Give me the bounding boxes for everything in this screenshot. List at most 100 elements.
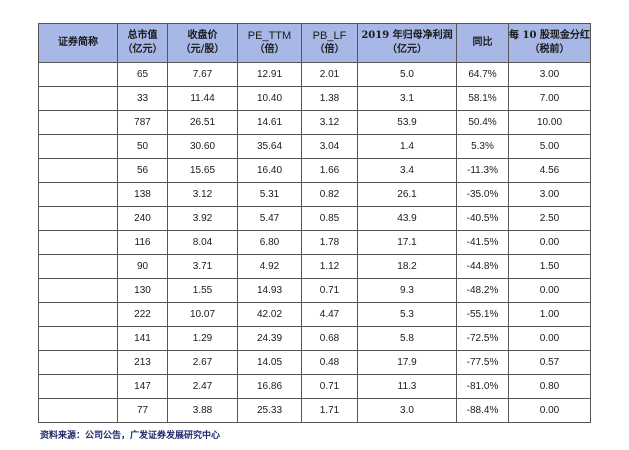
table-row: 50 30.60 35.64 3.04 1.4 5.3% 5.00 <box>38 134 591 159</box>
table-cell: 33 <box>117 86 168 111</box>
table-cell: 64.7% <box>456 62 509 87</box>
column-header-label: 同比 <box>472 37 493 48</box>
table-cell: 16.86 <box>237 374 302 399</box>
table-cell: 2.01 <box>301 62 358 87</box>
table-cell: 17.9 <box>357 350 457 375</box>
table-cell: 1.50 <box>508 254 591 279</box>
table-cell: 18.2 <box>357 254 457 279</box>
table-cell: 1.78 <box>301 230 358 255</box>
table-row: 65 7.67 12.91 2.01 5.0 64.7% 3.00 <box>38 62 591 87</box>
table-cell: 5.8 <box>357 326 457 351</box>
column-header-label: 总市值 <box>127 30 158 41</box>
table-cell: 5.3% <box>456 134 509 159</box>
table-cell: 787 <box>117 110 168 135</box>
column-header-1: 总市值 （亿元） <box>117 23 168 63</box>
table-cell: 3.0 <box>357 398 457 423</box>
table-cell: 11.3 <box>357 374 457 399</box>
table-cell: 14.61 <box>237 110 302 135</box>
table-row: 141 1.29 24.39 0.68 5.8 -72.5% 0.00 <box>38 326 591 351</box>
table-cell: 147 <box>117 374 168 399</box>
table-cell: 0.00 <box>508 278 591 303</box>
table-cell: 77 <box>117 398 168 423</box>
table-cell: 1.38 <box>301 86 358 111</box>
column-header-4: PB_LF （倍） <box>301 23 358 63</box>
column-header-2: 收盘价 （元/股） <box>167 23 238 63</box>
table-cell: 10.00 <box>508 110 591 135</box>
table-cell: 130 <box>117 278 168 303</box>
column-header-unit: （亿元） <box>387 44 427 55</box>
table-cell <box>38 158 118 183</box>
table-cell: -72.5% <box>456 326 509 351</box>
table-cell: 50 <box>117 134 168 159</box>
table-cell: 4.56 <box>508 158 591 183</box>
table-cell: 26.1 <box>357 182 457 207</box>
table-cell <box>38 230 118 255</box>
column-header-6: 同比 <box>456 23 509 63</box>
table-cell: 0.48 <box>301 350 358 375</box>
table-cell <box>38 254 118 279</box>
table-row: 787 26.51 14.61 3.12 53.9 50.4% 10.00 <box>38 110 591 135</box>
header-row: 证券简称 总市值 （亿元） 收盘价 （元/股） PE_TTM （倍） PB_LF （倍） 2019… <box>38 23 591 63</box>
column-header-unit: （倍） <box>254 44 285 55</box>
table-cell: 3.12 <box>167 182 238 207</box>
table-cell <box>38 278 118 303</box>
table-header: 证券简称 总市值 （亿元） 收盘价 （元/股） PE_TTM （倍） PB_LF （倍） 2019… <box>38 23 591 63</box>
column-header-label: 收盘价 <box>187 30 218 41</box>
table-cell: 3.4 <box>357 158 457 183</box>
table-cell: 3.00 <box>508 62 591 87</box>
table-cell: 7.00 <box>508 86 591 111</box>
table-cell <box>38 86 118 111</box>
table-row: 116 8.04 6.80 1.78 17.1 -41.5% 0.00 <box>38 230 591 255</box>
table-cell: 0.85 <box>301 206 358 231</box>
table-cell: -55.1% <box>456 302 509 327</box>
table-cell: 5.3 <box>357 302 457 327</box>
table-row: 138 3.12 5.31 0.82 26.1 -35.0% 3.00 <box>38 182 591 207</box>
table-cell: 138 <box>117 182 168 207</box>
table-cell: 1.55 <box>167 278 238 303</box>
table-cell: 10.07 <box>167 302 238 327</box>
table-cell: 53.9 <box>357 110 457 135</box>
table-cell: 15.65 <box>167 158 238 183</box>
table-cell <box>38 302 118 327</box>
table-cell: 14.05 <box>237 350 302 375</box>
table-row: 77 3.88 25.33 1.71 3.0 -88.4% 0.00 <box>38 398 591 423</box>
table-cell: 17.1 <box>357 230 457 255</box>
table-cell: 240 <box>117 206 168 231</box>
table-cell: 3.04 <box>301 134 358 159</box>
column-header-unit: （元/股） <box>180 44 225 55</box>
table-cell: 12.91 <box>237 62 302 87</box>
table-cell: 6.80 <box>237 230 302 255</box>
table-cell: 2.47 <box>167 374 238 399</box>
table-cell: -41.5% <box>456 230 509 255</box>
table-cell: 1.71 <box>301 398 358 423</box>
table-cell <box>38 374 118 399</box>
table-row: 90 3.71 4.92 1.12 18.2 -44.8% 1.50 <box>38 254 591 279</box>
table-cell: 50.4% <box>456 110 509 135</box>
table-cell: 3.88 <box>167 398 238 423</box>
table-row: 240 3.92 5.47 0.85 43.9 -40.5% 2.50 <box>38 206 591 231</box>
table-cell: 0.82 <box>301 182 358 207</box>
table-cell: 0.80 <box>508 374 591 399</box>
table-cell: 1.12 <box>301 254 358 279</box>
table-row: 33 11.44 10.40 1.38 3.1 58.1% 7.00 <box>38 86 591 111</box>
table-cell: 43.9 <box>357 206 457 231</box>
table-cell: 30.60 <box>167 134 238 159</box>
table-cell: 65 <box>117 62 168 87</box>
table-cell <box>38 110 118 135</box>
table-cell: 90 <box>117 254 168 279</box>
table-cell: 35.64 <box>237 134 302 159</box>
column-header-3: PE_TTM （倍） <box>237 23 302 63</box>
table-cell: 0.57 <box>508 350 591 375</box>
table-cell: 213 <box>117 350 168 375</box>
column-header-label: PB_LF <box>312 30 347 42</box>
table-cell: -35.0% <box>456 182 509 207</box>
table-cell: 3.92 <box>167 206 238 231</box>
stock-table: 证券简称 总市值 （亿元） 收盘价 （元/股） PE_TTM （倍） PB_LF （倍） 2019… <box>38 23 591 423</box>
table-cell: 5.31 <box>237 182 302 207</box>
table-cell: -40.5% <box>456 206 509 231</box>
column-header-label: 证券简称 <box>58 37 98 48</box>
table-cell: 1.29 <box>167 326 238 351</box>
table-cell: 5.00 <box>508 134 591 159</box>
table-cell: 141 <box>117 326 168 351</box>
table-cell: 1.00 <box>508 302 591 327</box>
